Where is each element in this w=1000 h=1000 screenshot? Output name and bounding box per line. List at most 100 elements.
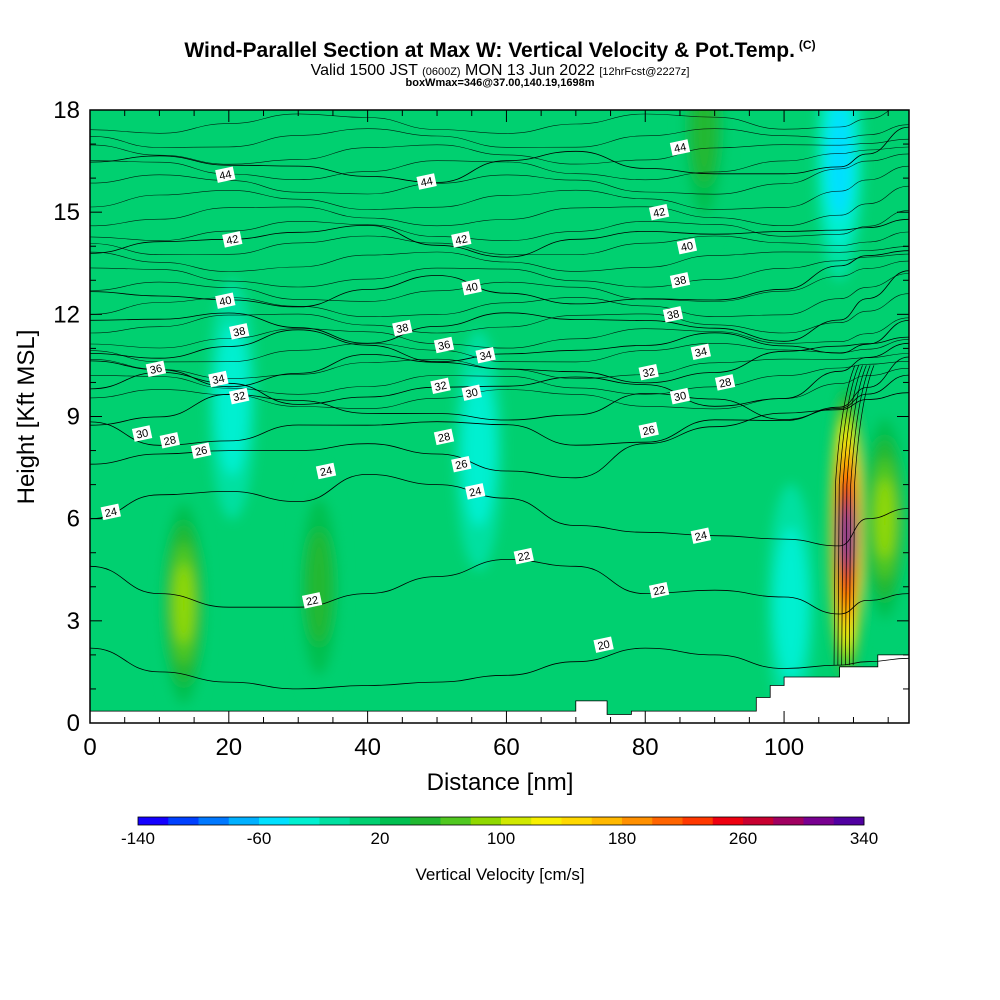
x-tick-label: 100 [764, 734, 804, 761]
colorbar-swatch [168, 817, 199, 825]
theta-label-text: 32 [232, 390, 246, 404]
theta-label-bg [392, 319, 413, 337]
theta-label: 34 [690, 343, 711, 361]
theta-label: 44 [669, 139, 691, 156]
theta-label-bg [229, 387, 250, 405]
theta-label: 34 [208, 370, 229, 388]
theta-contour-line [90, 647, 909, 690]
theta-label-text: 30 [135, 427, 149, 441]
colorbar-swatch [652, 817, 683, 825]
updraft-contour-fill [691, 110, 717, 185]
colorbar-swatch [622, 817, 653, 825]
theta-label-text: 42 [652, 206, 666, 220]
theta-label: 30 [669, 387, 691, 405]
theta-contour-line [90, 336, 909, 388]
theta-contour-line [90, 253, 909, 288]
theta-label-bg [145, 360, 167, 378]
theta-label: 22 [648, 581, 670, 599]
colorbar-swatch [470, 817, 502, 825]
x-axis-title: Distance [nm] [427, 769, 574, 796]
updraft-contour-fill [875, 478, 895, 559]
theta-contour-line [837, 365, 860, 666]
x-tick-label: 80 [632, 734, 659, 761]
colorbar-swatch [349, 817, 381, 825]
title-text: Wind-Parallel Section at Max W: Vertical… [184, 39, 795, 62]
x-tick-label: 60 [493, 734, 520, 761]
theta-label: 40 [215, 292, 236, 309]
colorbar-swatch [440, 817, 472, 825]
theta-contour-line [90, 293, 909, 334]
theta-label: 24 [100, 503, 121, 521]
x-tick-label: 20 [215, 734, 242, 761]
theta-contour-line [90, 165, 909, 210]
downdraft-contour-fill [827, 110, 853, 219]
theta-label-bg [159, 432, 180, 449]
colorbar-swatch [319, 817, 351, 825]
theta-label: 36 [433, 336, 455, 354]
theta-label-bg [638, 363, 659, 381]
colorbar-swatch [561, 817, 593, 825]
colorbar-swatch [501, 817, 532, 825]
theta-label-text: 34 [479, 349, 493, 363]
theta-label: 24 [315, 462, 337, 480]
theta-label-text: 36 [149, 363, 163, 377]
updraft-contour-fill [174, 563, 194, 644]
theta-contour-line [833, 365, 856, 666]
theta-label: 40 [461, 278, 482, 296]
y-tick-label: 18 [53, 97, 80, 124]
theta-label: 44 [416, 173, 437, 190]
theta-label-text: 34 [211, 373, 225, 387]
theta-label-text: 36 [437, 339, 451, 353]
theta-label: 26 [190, 442, 212, 459]
colorbar-swatch [228, 817, 260, 825]
colorbar-label: 340 [850, 829, 878, 848]
theta-contour-line [90, 356, 909, 446]
vertical-velocity-field [90, 110, 909, 723]
theta-label-bg [451, 455, 472, 473]
theta-label-bg [433, 428, 455, 446]
y-tick-label: 9 [67, 404, 80, 431]
theta-label-text: 38 [673, 274, 687, 288]
theta-label-text: 24 [694, 530, 708, 544]
theta-label-bg [100, 503, 121, 521]
theta-label: 42 [451, 231, 472, 248]
colorbar-swatch [773, 817, 804, 825]
y-tick-label: 6 [67, 506, 80, 533]
theta-contour-line [90, 153, 909, 195]
theta-contour-line [841, 365, 863, 666]
theta-label: 22 [301, 592, 323, 609]
theta-label-bg [465, 483, 486, 500]
colorbar-swatch [743, 817, 774, 825]
theta-label: 26 [451, 455, 472, 473]
theta-label: 26 [638, 421, 659, 439]
updraft-contour-fill [306, 529, 332, 644]
theta-label: 22 [513, 547, 534, 565]
theta-label-bg [690, 343, 711, 361]
colorbar: -140 -60 20 100 180 260 340 [121, 816, 878, 848]
theta-label-text: 34 [694, 346, 708, 360]
theta-label: 36 [145, 360, 167, 378]
colorbar-label: -140 [121, 829, 155, 848]
y-tick-label: 15 [53, 199, 80, 226]
theta-label-bg [215, 166, 236, 183]
theta-contour-line [845, 365, 867, 666]
colorbar-label: -60 [247, 829, 272, 848]
theta-label-bg [315, 462, 337, 480]
theta-label-text: 28 [163, 434, 177, 448]
theta-label: 38 [229, 323, 250, 340]
theta-label-bg [301, 592, 323, 609]
valid-date: MON 13 Jun 2022 [465, 62, 595, 79]
theta-label-text: 40 [680, 240, 694, 254]
theta-label-bg [475, 346, 496, 364]
theta-contour-line [90, 392, 909, 479]
theta-label: 24 [465, 483, 486, 500]
box-max-info: boxWmax=346@37.00,140.19,1698m [405, 77, 595, 89]
theta-label-bg [662, 306, 684, 323]
theta-label-bg [461, 278, 482, 296]
theta-contour-line [90, 210, 909, 242]
theta-label-text: 42 [454, 233, 468, 247]
theta-label-bg [669, 387, 691, 405]
theta-label-text: 42 [225, 233, 239, 247]
theta-label-text: 24 [319, 465, 333, 479]
